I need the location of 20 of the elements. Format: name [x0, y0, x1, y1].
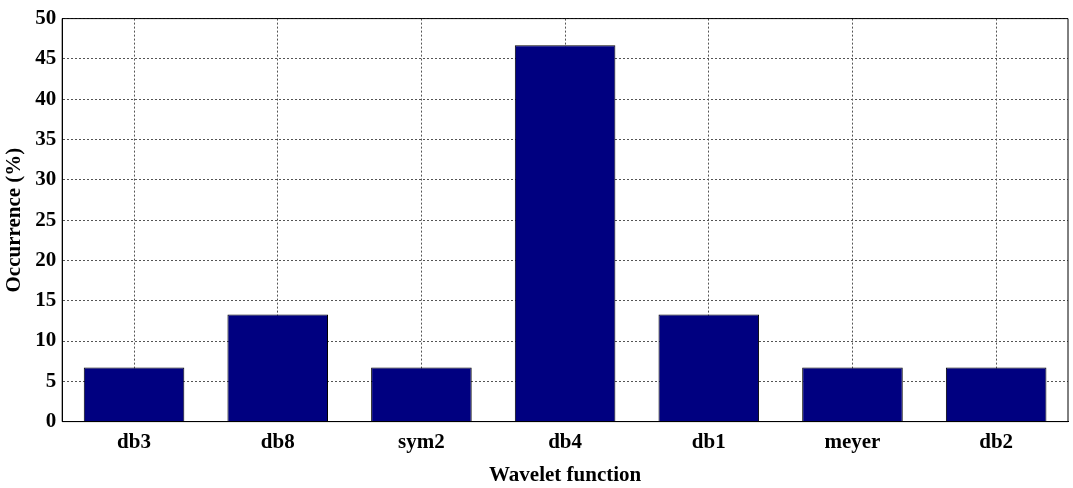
y-axis-title: Occurrence (%) — [1, 147, 26, 293]
x-tick-label: sym2 — [398, 428, 445, 453]
y-tick-label: 35 — [35, 125, 57, 150]
y-tick-label: 5 — [45, 367, 57, 392]
y-tick-label: 45 — [35, 45, 57, 70]
y-tick-label: 0 — [45, 408, 57, 433]
x-tick-label: meyer — [824, 428, 881, 453]
y-tick-label: 10 — [35, 327, 57, 352]
y-tick-label: 40 — [35, 85, 57, 110]
x-tick-label: db8 — [260, 428, 295, 453]
y-tick-label: 25 — [35, 206, 57, 231]
y-tick-label: 50 — [35, 5, 57, 30]
y-tick-label: 15 — [35, 287, 57, 312]
x-axis-title: Wavelet function — [488, 461, 642, 486]
x-tick-label: db4 — [548, 428, 583, 453]
y-tick-label: 20 — [35, 246, 57, 271]
x-tick-label: db1 — [691, 428, 726, 453]
x-tick-label: db3 — [117, 428, 151, 453]
y-tick-label: 30 — [35, 166, 57, 191]
x-tick-label: db2 — [979, 428, 1014, 453]
